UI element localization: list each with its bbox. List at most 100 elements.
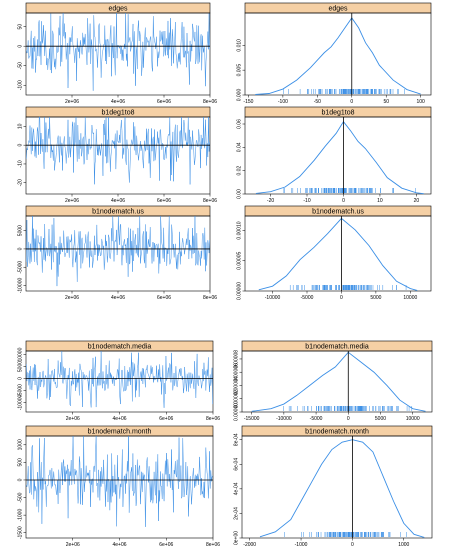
trace-series-line: [26, 350, 213, 408]
y-tick-label: 0: [18, 377, 24, 380]
x-tick-label: 6e+06: [157, 99, 171, 105]
panel-title: b1nodematch.month: [305, 429, 369, 436]
x-tick-label: 100: [416, 99, 425, 105]
density-curve: [255, 120, 424, 195]
x-tick-label: 8e+06: [203, 99, 217, 105]
y-tick-label: -500: [18, 492, 24, 502]
y-tick-label: 0.00000: [237, 282, 243, 300]
x-tick-label: -2000: [243, 542, 256, 548]
panel-density-6: b1nodematch.us -10000 -5000 0 5000 10000 0.000…: [237, 205, 432, 301]
rug-marks: [289, 285, 407, 290]
panel-title: b1nodematch.media: [305, 344, 369, 351]
panel-trace-7: b1nodematch.media 2e+06 4e+06 6e+06 8e+06 -10…: [18, 340, 220, 422]
panel-title: b1deg1to8: [321, 110, 354, 117]
x-tick-label: -20: [267, 198, 274, 204]
x-tick-label: 10000: [406, 416, 420, 422]
y-tick-label: 0.00000: [234, 403, 240, 421]
y-tick-label: -10: [18, 160, 24, 167]
y-tick-label: 0.00004: [234, 376, 240, 394]
panel-density-10: b1nodematch.month -2000 -1000 0 1000 0e+00 2e-…: [234, 425, 433, 548]
x-tick-label: 0: [342, 198, 345, 204]
density-curve: [258, 217, 418, 291]
y-tick-label: 500: [18, 458, 24, 467]
y-tick-label: 0e+00: [234, 531, 240, 545]
density-curve: [255, 17, 421, 95]
x-tick-label: 2e+06: [66, 416, 80, 422]
rug-marks: [284, 532, 407, 537]
y-tick-label: 0: [18, 478, 24, 481]
x-tick-label: -5000: [301, 295, 314, 301]
x-tick-label: 8e+06: [203, 198, 217, 204]
y-tick-label: 0.04: [237, 142, 243, 152]
y-tick-label: 0.00008: [234, 350, 240, 368]
x-tick-label: 4e+06: [111, 99, 125, 105]
x-tick-label: 10: [377, 198, 383, 204]
x-tick-label: 5000: [370, 295, 381, 301]
y-tick-label: 4e-04: [234, 482, 240, 495]
x-tick-label: 20: [414, 198, 420, 204]
y-tick-label: 0.06: [237, 119, 243, 129]
rug-marks: [283, 406, 413, 411]
panel-title: b1nodematch.us: [92, 209, 144, 216]
x-tick-label: 0: [347, 416, 350, 422]
trace-series-line: [26, 116, 210, 185]
x-tick-label: -150: [243, 99, 253, 105]
y-tick-label: 0.00: [237, 189, 243, 199]
y-tick-label: 2e-04: [234, 507, 240, 520]
y-tick-label: 0: [18, 45, 24, 48]
y-tick-label: 50: [18, 24, 24, 30]
panel-trace-1: edges 2e+06 4e+06 6e+06 8e+06 -100 -50 0 50: [18, 2, 217, 105]
x-tick-label: 8e+06: [203, 295, 217, 301]
panel-trace-3: b1deg1to8 2e+06 4e+06 6e+06 8e+06 -20 -10 0 10: [18, 106, 217, 204]
y-tick-label: -20: [18, 179, 24, 186]
x-tick-label: 2e+06: [65, 198, 79, 204]
y-tick-label: 0.000: [237, 89, 243, 102]
x-tick-label: 0: [351, 542, 354, 548]
y-tick-label: 10: [18, 123, 24, 129]
panel-trace-9: b1nodematch.month 2e+06 4e+06 6e+06 8e+06 -15…: [18, 425, 220, 548]
x-tick-label: 6e+06: [157, 198, 171, 204]
x-tick-label: 6e+06: [159, 542, 173, 548]
x-tick-label: -1000: [295, 542, 308, 548]
y-tick-label: -5000: [18, 384, 24, 397]
x-tick-label: 1000: [398, 542, 409, 548]
y-tick-label: 0.00005: [237, 252, 243, 270]
x-tick-label: 5000: [375, 416, 386, 422]
y-tick-label: 5000: [18, 361, 24, 372]
x-tick-label: 4e+06: [112, 416, 126, 422]
x-tick-label: -10: [303, 198, 310, 204]
panel-title: b1deg1to8: [101, 110, 134, 117]
density-curve: [251, 351, 426, 412]
y-tick-label: 0.00002: [234, 389, 240, 407]
panel-density-4: b1deg1to8 -20 -10 0 10 20 0.00 0.02 0.04 0.06: [237, 106, 432, 204]
panel-title: edges: [108, 6, 128, 13]
y-tick-label: -1000: [18, 509, 24, 522]
y-tick-label: 0.00010: [237, 221, 243, 239]
x-tick-label: 8e+06: [206, 416, 220, 422]
y-tick-label: -5000: [18, 261, 24, 274]
y-tick-label: 0: [18, 247, 24, 250]
y-tick-label: 8e-04: [234, 433, 240, 446]
plot-frame: [241, 435, 433, 539]
panel-density-2: edges -150 -100 -50 0 50 100 0.000 0.005 0.010: [237, 2, 432, 105]
x-tick-label: 0: [340, 295, 343, 301]
x-tick-label: 4e+06: [111, 295, 125, 301]
trace-series-line: [26, 215, 210, 287]
rug-marks: [283, 89, 405, 94]
y-tick-label: 1000: [18, 439, 24, 450]
x-tick-label: 2e+06: [66, 542, 80, 548]
y-tick-label: 0.005: [237, 64, 243, 77]
y-tick-label: -10000: [18, 278, 24, 294]
plot-frame: [244, 215, 432, 292]
y-tick-label: 5000: [18, 225, 24, 236]
y-tick-label: 10000: [18, 347, 24, 361]
x-tick-label: 10000: [403, 295, 417, 301]
x-tick-label: 8e+06: [206, 542, 220, 548]
y-tick-label: -100: [18, 80, 24, 90]
x-tick-label: 2e+06: [65, 99, 79, 105]
x-tick-label: -10000: [265, 295, 281, 301]
y-tick-label: 0.02: [237, 166, 243, 176]
x-tick-label: 4e+06: [111, 198, 125, 204]
y-tick-label: 0: [18, 144, 24, 147]
